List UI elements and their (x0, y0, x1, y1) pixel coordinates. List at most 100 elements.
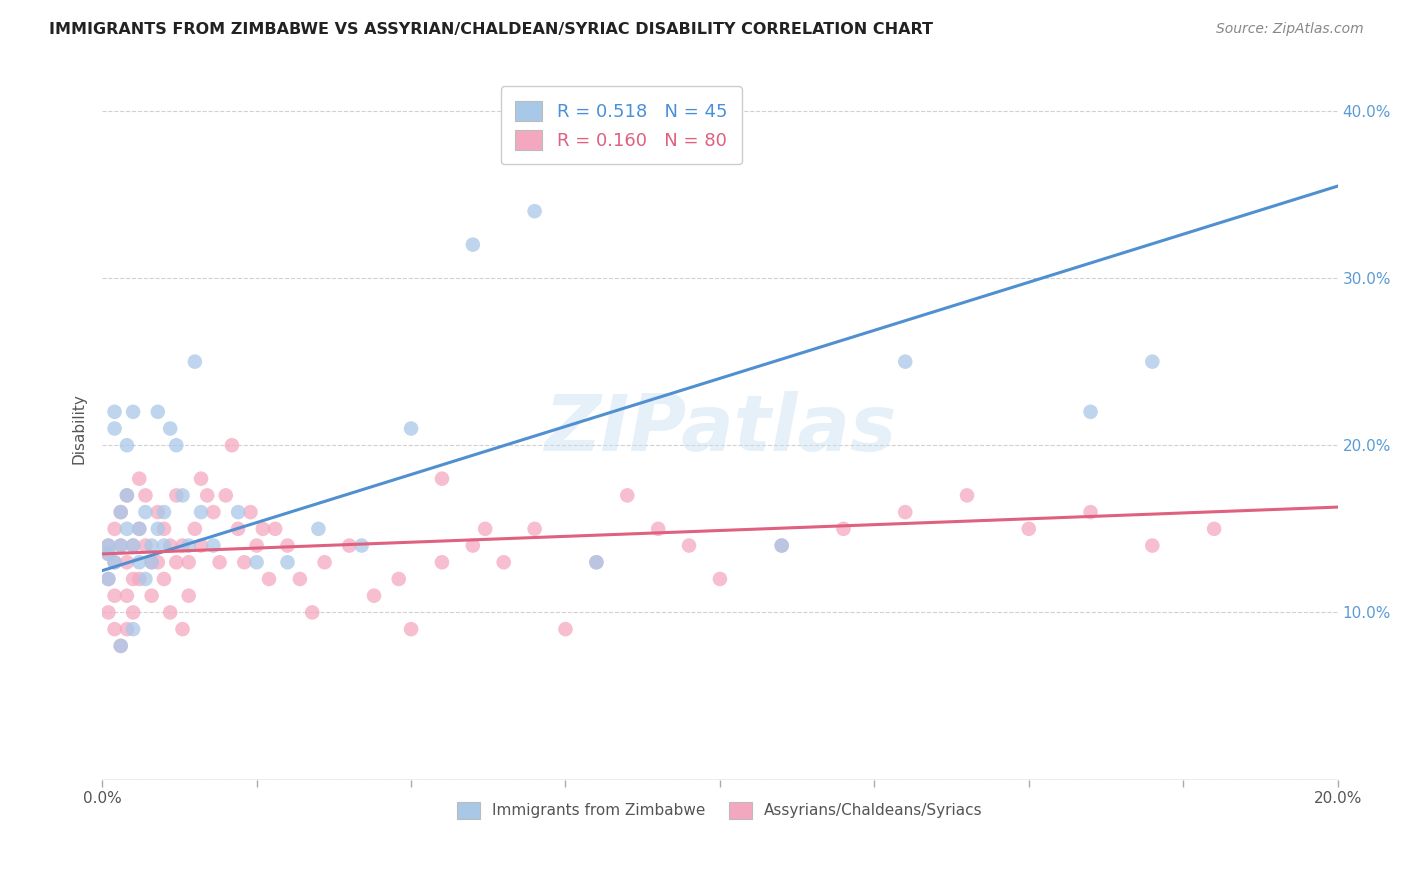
Point (399, 622, 422, 636)
Point (190, 505, 212, 519)
Point (523, 522, 546, 536)
Point (956, 488, 979, 502)
Point (770, 539, 793, 553)
Point (128, 555, 150, 569)
Point (307, 522, 329, 536)
Point (190, 539, 212, 553)
Point (172, 622, 194, 636)
Point (461, 539, 484, 553)
Point (122, 405, 145, 419)
Point (226, 505, 249, 519)
Point (264, 522, 287, 536)
Point (1080, 505, 1102, 519)
Point (226, 522, 249, 536)
Point (184, 522, 207, 536)
Point (122, 572, 145, 586)
Point (97, 547, 120, 561)
Point (616, 488, 638, 502)
Point (103, 555, 125, 569)
Point (103, 622, 125, 636)
Point (221, 438, 243, 452)
Point (301, 606, 323, 620)
Point (554, 622, 576, 636)
Point (208, 555, 231, 569)
Point (770, 539, 793, 553)
Point (122, 539, 145, 553)
Point (134, 505, 156, 519)
Point (110, 505, 132, 519)
Y-axis label: Disability: Disability (72, 393, 86, 464)
Point (141, 589, 163, 603)
Point (159, 539, 181, 553)
Point (128, 472, 150, 486)
Point (399, 421, 422, 435)
Point (103, 522, 125, 536)
Point (134, 572, 156, 586)
Point (288, 572, 311, 586)
Point (430, 472, 453, 486)
Point (97, 572, 120, 586)
Text: ZIPatlas: ZIPatlas (544, 391, 896, 467)
Point (165, 488, 187, 502)
Point (246, 539, 269, 553)
Point (832, 522, 855, 536)
Point (1142, 354, 1164, 368)
Point (177, 539, 200, 553)
Point (647, 522, 669, 536)
Point (276, 555, 298, 569)
Point (257, 572, 280, 586)
Point (159, 421, 181, 435)
Point (585, 555, 607, 569)
Point (141, 555, 163, 569)
Point (97, 606, 120, 620)
Point (103, 589, 125, 603)
Point (276, 539, 298, 553)
Point (115, 555, 138, 569)
Point (350, 539, 373, 553)
Point (430, 555, 453, 569)
Point (894, 354, 917, 368)
Point (128, 572, 150, 586)
Point (1018, 522, 1040, 536)
Point (239, 505, 262, 519)
Point (103, 421, 125, 435)
Text: Source: ZipAtlas.com: Source: ZipAtlas.com (1216, 22, 1364, 37)
Point (110, 539, 132, 553)
Point (177, 555, 200, 569)
Point (585, 555, 607, 569)
Point (128, 522, 150, 536)
Point (252, 522, 274, 536)
Point (110, 639, 132, 653)
Point (195, 488, 218, 502)
Point (122, 622, 145, 636)
Point (141, 555, 163, 569)
Point (146, 555, 169, 569)
Point (97, 572, 120, 586)
Point (146, 522, 169, 536)
Point (97, 539, 120, 553)
Point (388, 572, 411, 586)
Point (678, 539, 700, 553)
Point (202, 539, 225, 553)
Point (97, 547, 120, 561)
Point (1080, 405, 1102, 419)
Point (215, 488, 238, 502)
Point (153, 539, 176, 553)
Point (141, 539, 163, 553)
Point (103, 405, 125, 419)
Point (103, 555, 125, 569)
Point (165, 555, 187, 569)
Point (523, 204, 546, 219)
Point (115, 438, 138, 452)
Point (128, 522, 150, 536)
Text: IMMIGRANTS FROM ZIMBABWE VS ASSYRIAN/CHALDEAN/SYRIAC DISABILITY CORRELATION CHAR: IMMIGRANTS FROM ZIMBABWE VS ASSYRIAN/CHA… (49, 22, 934, 37)
Point (134, 488, 156, 502)
Point (153, 522, 176, 536)
Point (110, 505, 132, 519)
Point (165, 438, 187, 452)
Point (97, 539, 120, 553)
Point (337, 539, 360, 553)
Point (115, 589, 138, 603)
Point (1142, 539, 1164, 553)
Point (110, 539, 132, 553)
